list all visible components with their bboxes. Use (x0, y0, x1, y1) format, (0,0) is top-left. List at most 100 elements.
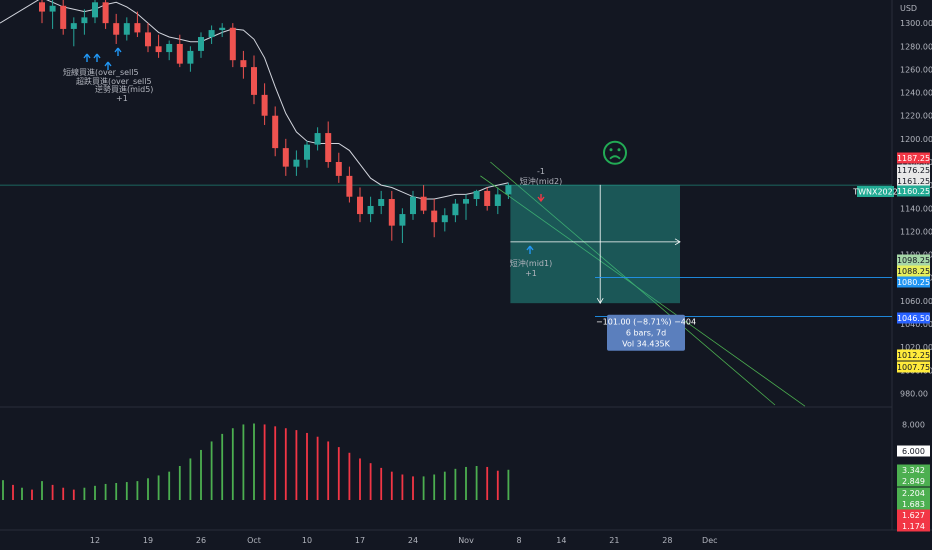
histogram-tag-bg (897, 509, 930, 521)
arrow-right-icon (674, 238, 681, 246)
time-tick-label: 21 (609, 536, 619, 545)
candle-body[interactable] (473, 190, 480, 200)
histogram-bar (115, 483, 118, 500)
candle-body[interactable] (410, 196, 416, 215)
symbol-tag-text: TWNX2022 (852, 188, 898, 197)
candle-body[interactable] (261, 94, 268, 116)
trend-line[interactable] (490, 161, 776, 406)
price-tick-label: 1040.00 (900, 320, 932, 329)
measure-info-box: −101.00 (−8.71%) −404 6 bars, 7d Vol 34.43… (596, 314, 696, 351)
candle-body[interactable] (441, 215, 448, 223)
candle-body[interactable] (346, 175, 353, 197)
candle-body[interactable] (388, 199, 395, 226)
sad-face-eye (617, 148, 621, 152)
time-tick-label: Dec (702, 536, 717, 545)
histogram-tag-bg (897, 487, 930, 499)
price-tag-text: 1088.25 (897, 267, 930, 276)
candle-body[interactable] (102, 2, 109, 24)
candle-body[interactable] (70, 23, 77, 29)
candle-body[interactable] (505, 185, 512, 195)
candle-body[interactable] (134, 23, 141, 33)
candle-body[interactable] (452, 203, 459, 216)
histogram-bar (231, 428, 234, 500)
histogram-tag-text: 6.000 (902, 447, 925, 456)
price-tick-label: 1060.00 (900, 297, 932, 306)
candle-body[interactable] (49, 5, 56, 12)
histogram-tag: 3.342 (897, 464, 930, 476)
sad-face-outline (603, 140, 627, 165)
drawing-tools[interactable]: −101.00 (−8.71%) −404 6 bars, 7d Vol 34.43… (480, 161, 892, 407)
time-tick-label: 12 (90, 536, 100, 545)
candle-body[interactable] (357, 196, 363, 215)
candle-body[interactable] (494, 194, 501, 206)
candle-body[interactable] (92, 2, 98, 18)
measure-box[interactable] (510, 184, 680, 304)
histogram-bar (274, 426, 277, 500)
candle-body[interactable] (113, 23, 120, 35)
candle-body[interactable] (325, 133, 332, 162)
candle-body[interactable] (81, 17, 88, 24)
histogram-panel: 8.000 (2, 420, 925, 500)
candle-body[interactable] (463, 199, 469, 204)
candle-body[interactable] (420, 196, 427, 211)
price-tick-label: 1240.00 (900, 89, 932, 98)
histogram-bar (72, 489, 75, 500)
candle-body[interactable] (219, 27, 226, 31)
candle-body[interactable] (123, 23, 130, 35)
candle-body[interactable] (378, 199, 385, 206)
candles[interactable] (39, 0, 512, 243)
candle-body[interactable] (187, 50, 194, 64)
candle-body[interactable] (145, 32, 151, 47)
histogram-bar (337, 447, 340, 500)
candle-body[interactable] (229, 27, 236, 61)
candle-body[interactable] (208, 30, 215, 38)
candle-body[interactable] (367, 205, 374, 215)
price-tick-label: 1280.00 (900, 42, 932, 51)
histogram-bar (21, 487, 23, 500)
candle-body[interactable] (60, 5, 67, 29)
trend-line[interactable] (480, 175, 806, 407)
candle-body[interactable] (399, 214, 406, 226)
candle-body[interactable] (431, 210, 438, 223)
histogram-bar (401, 474, 404, 500)
sad-face-mouth (609, 155, 621, 160)
time-axis[interactable]: 12 19 26 Oct 10 17 24 Nov 8 14 21 28 Dec (90, 536, 718, 545)
candle-body[interactable] (39, 2, 45, 12)
sell-arrow-icon (537, 194, 545, 203)
price-tag: 1160.25 (897, 185, 930, 197)
histogram-bar (168, 471, 171, 500)
candle-body[interactable] (155, 46, 162, 53)
candle-body[interactable] (282, 148, 289, 167)
price-tick-label: 1120.00 (900, 227, 932, 236)
candle-body[interactable] (293, 159, 300, 167)
histogram-bar (189, 458, 192, 500)
annotation-text: +1 (525, 269, 537, 278)
histogram-bar (306, 432, 308, 500)
histogram-bar (507, 469, 510, 500)
buy-arrow-icon (83, 53, 91, 62)
buy-arrow-icon (104, 61, 112, 70)
candle-body[interactable] (198, 37, 204, 51)
candle-body[interactable] (176, 43, 183, 64)
histogram-bar (295, 430, 298, 500)
price-tag-text: 1161.25 (897, 177, 930, 186)
candle-body[interactable] (335, 162, 342, 176)
candle-body[interactable] (166, 43, 173, 53)
histogram-bar (316, 436, 319, 500)
candle-body[interactable] (272, 115, 279, 149)
price-tag-text: 1098.25 (897, 256, 930, 265)
candle-body[interactable] (251, 67, 257, 95)
candle-body[interactable] (314, 133, 321, 145)
histogram-bar (348, 452, 351, 500)
candle-body[interactable] (484, 190, 491, 206)
candle-body[interactable] (240, 60, 247, 68)
histogram-bar (465, 466, 467, 500)
price-tag-bg (897, 349, 930, 361)
time-tick-label: Oct (247, 536, 261, 545)
grid (0, 0, 932, 531)
candle-body[interactable] (304, 144, 310, 160)
time-tick-label: 24 (408, 536, 418, 545)
price-tag: 1187.25 (897, 152, 930, 164)
